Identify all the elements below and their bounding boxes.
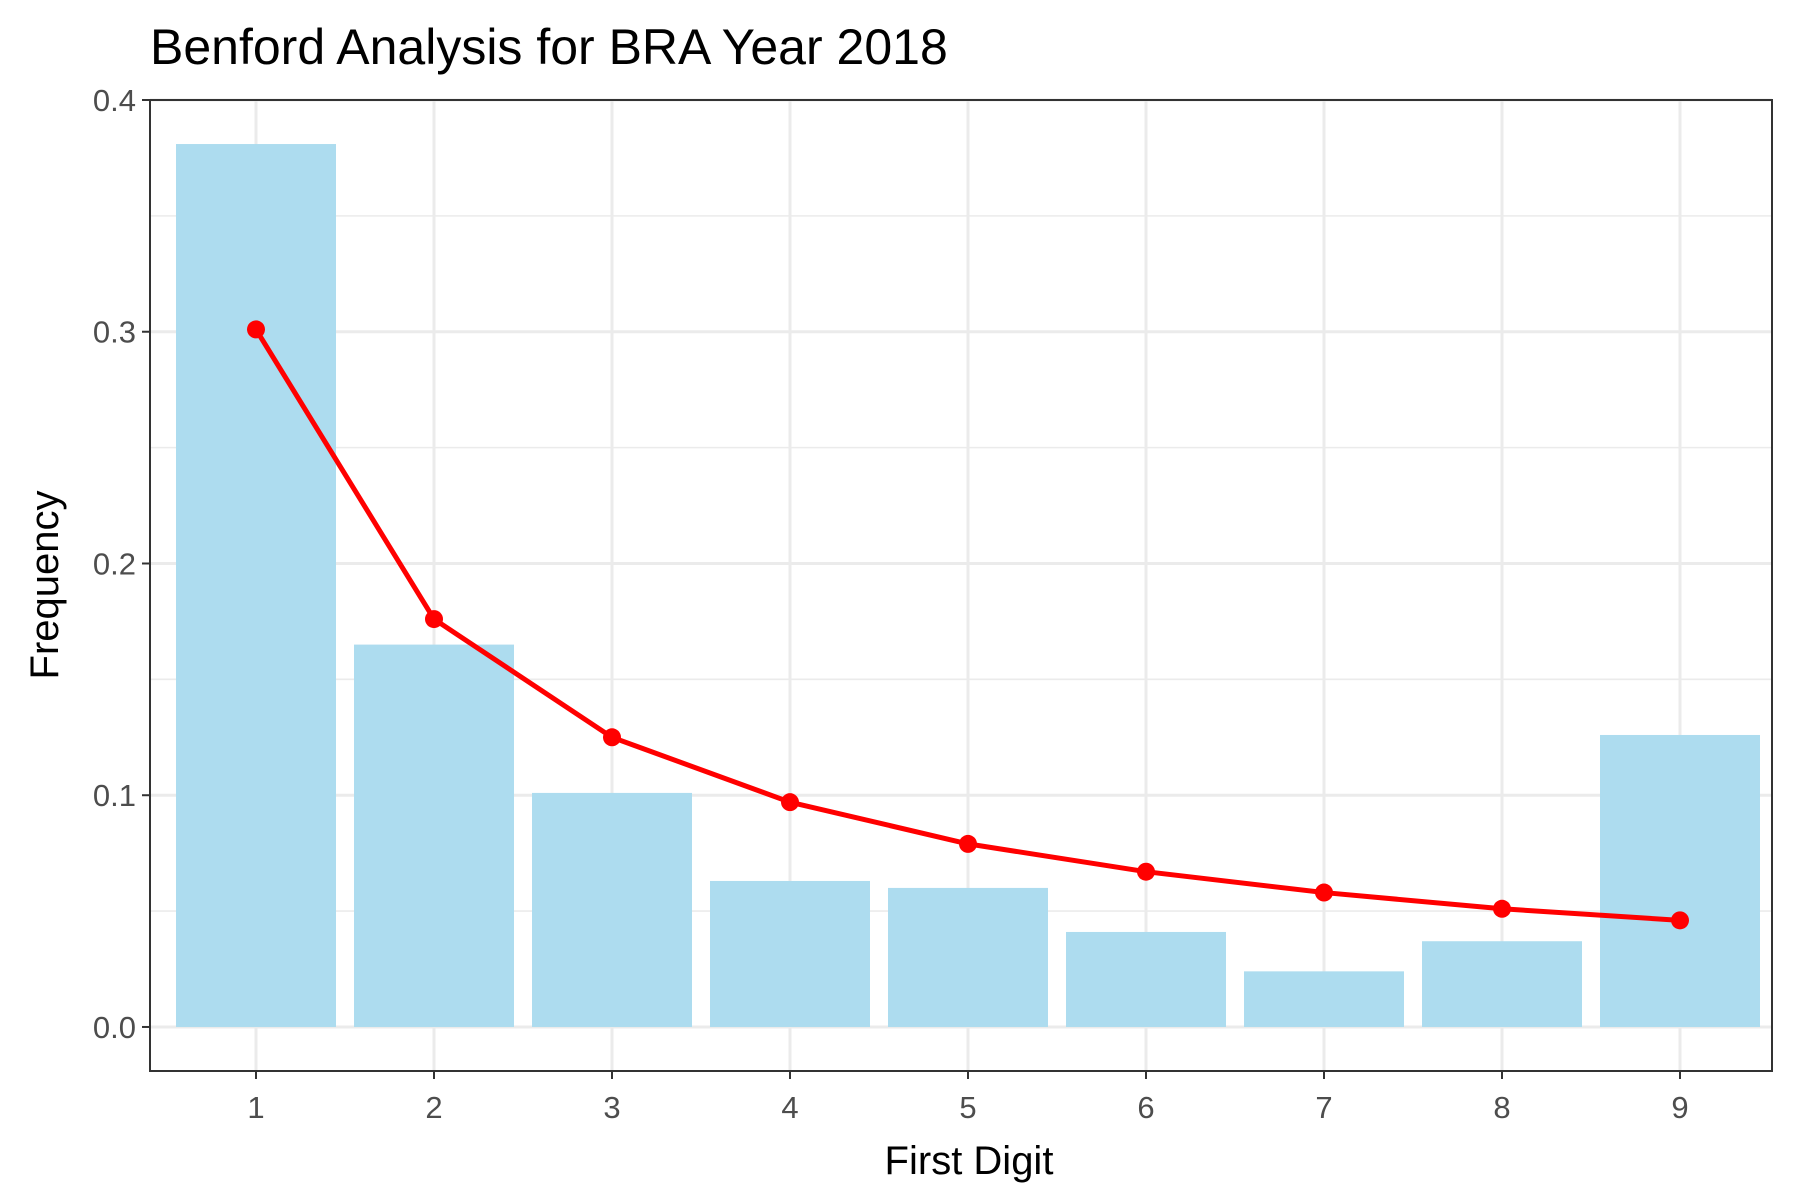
panel-border [149, 99, 1773, 1072]
bar-digit-2 [354, 644, 514, 1027]
expected-point-digit-4 [781, 793, 799, 812]
x-tick-label: 3 [603, 1090, 620, 1125]
expected-point-digit-8 [1493, 899, 1511, 918]
y-axis-title: Frequency [23, 491, 67, 680]
x-tick-label: 2 [425, 1090, 442, 1125]
expected-point-digit-6 [1137, 862, 1155, 881]
bar-digit-7 [1244, 971, 1404, 1027]
expected-point-digit-5 [959, 834, 977, 853]
expected-point-digit-3 [603, 728, 621, 747]
y-tick-label: 0.4 [93, 83, 136, 118]
x-tick-label: 9 [1671, 1090, 1688, 1125]
expected-point-digit-7 [1315, 883, 1333, 902]
y-tick-label: 0.0 [93, 1010, 136, 1045]
x-tick-label: 5 [959, 1090, 976, 1125]
x-tick-label: 7 [1315, 1090, 1332, 1125]
x-axis-title: First Digit [885, 1139, 1054, 1183]
bar-digit-6 [1066, 931, 1226, 1027]
expected-point-digit-2 [425, 610, 443, 629]
bar-digit-1 [176, 144, 336, 1027]
axes: 0.0 0.1 0.2 0.3 0.4 1 2 3 4 5 6 7 8 9 [93, 83, 1773, 1125]
bar-digit-8 [1422, 941, 1582, 1027]
bar-series [176, 144, 1760, 1027]
bar-digit-9 [1600, 734, 1760, 1027]
x-tick-label: 4 [781, 1090, 798, 1125]
chart-title: Benford Analysis for BRA Year 2018 [150, 19, 948, 75]
y-tick-label: 0.2 [93, 546, 136, 581]
bar-digit-5 [888, 887, 1048, 1027]
x-tick-label: 1 [247, 1090, 264, 1125]
y-tick-label: 0.3 [93, 315, 136, 350]
expected-point-digit-1 [247, 320, 265, 339]
bar-digit-4 [710, 880, 870, 1027]
y-tick-label: 0.1 [93, 778, 136, 813]
bar-digit-3 [532, 792, 692, 1027]
line-series [247, 320, 1689, 930]
x-tick-label: 8 [1493, 1090, 1510, 1125]
expected-point-digit-9 [1671, 911, 1689, 930]
x-tick-label: 6 [1137, 1090, 1154, 1125]
